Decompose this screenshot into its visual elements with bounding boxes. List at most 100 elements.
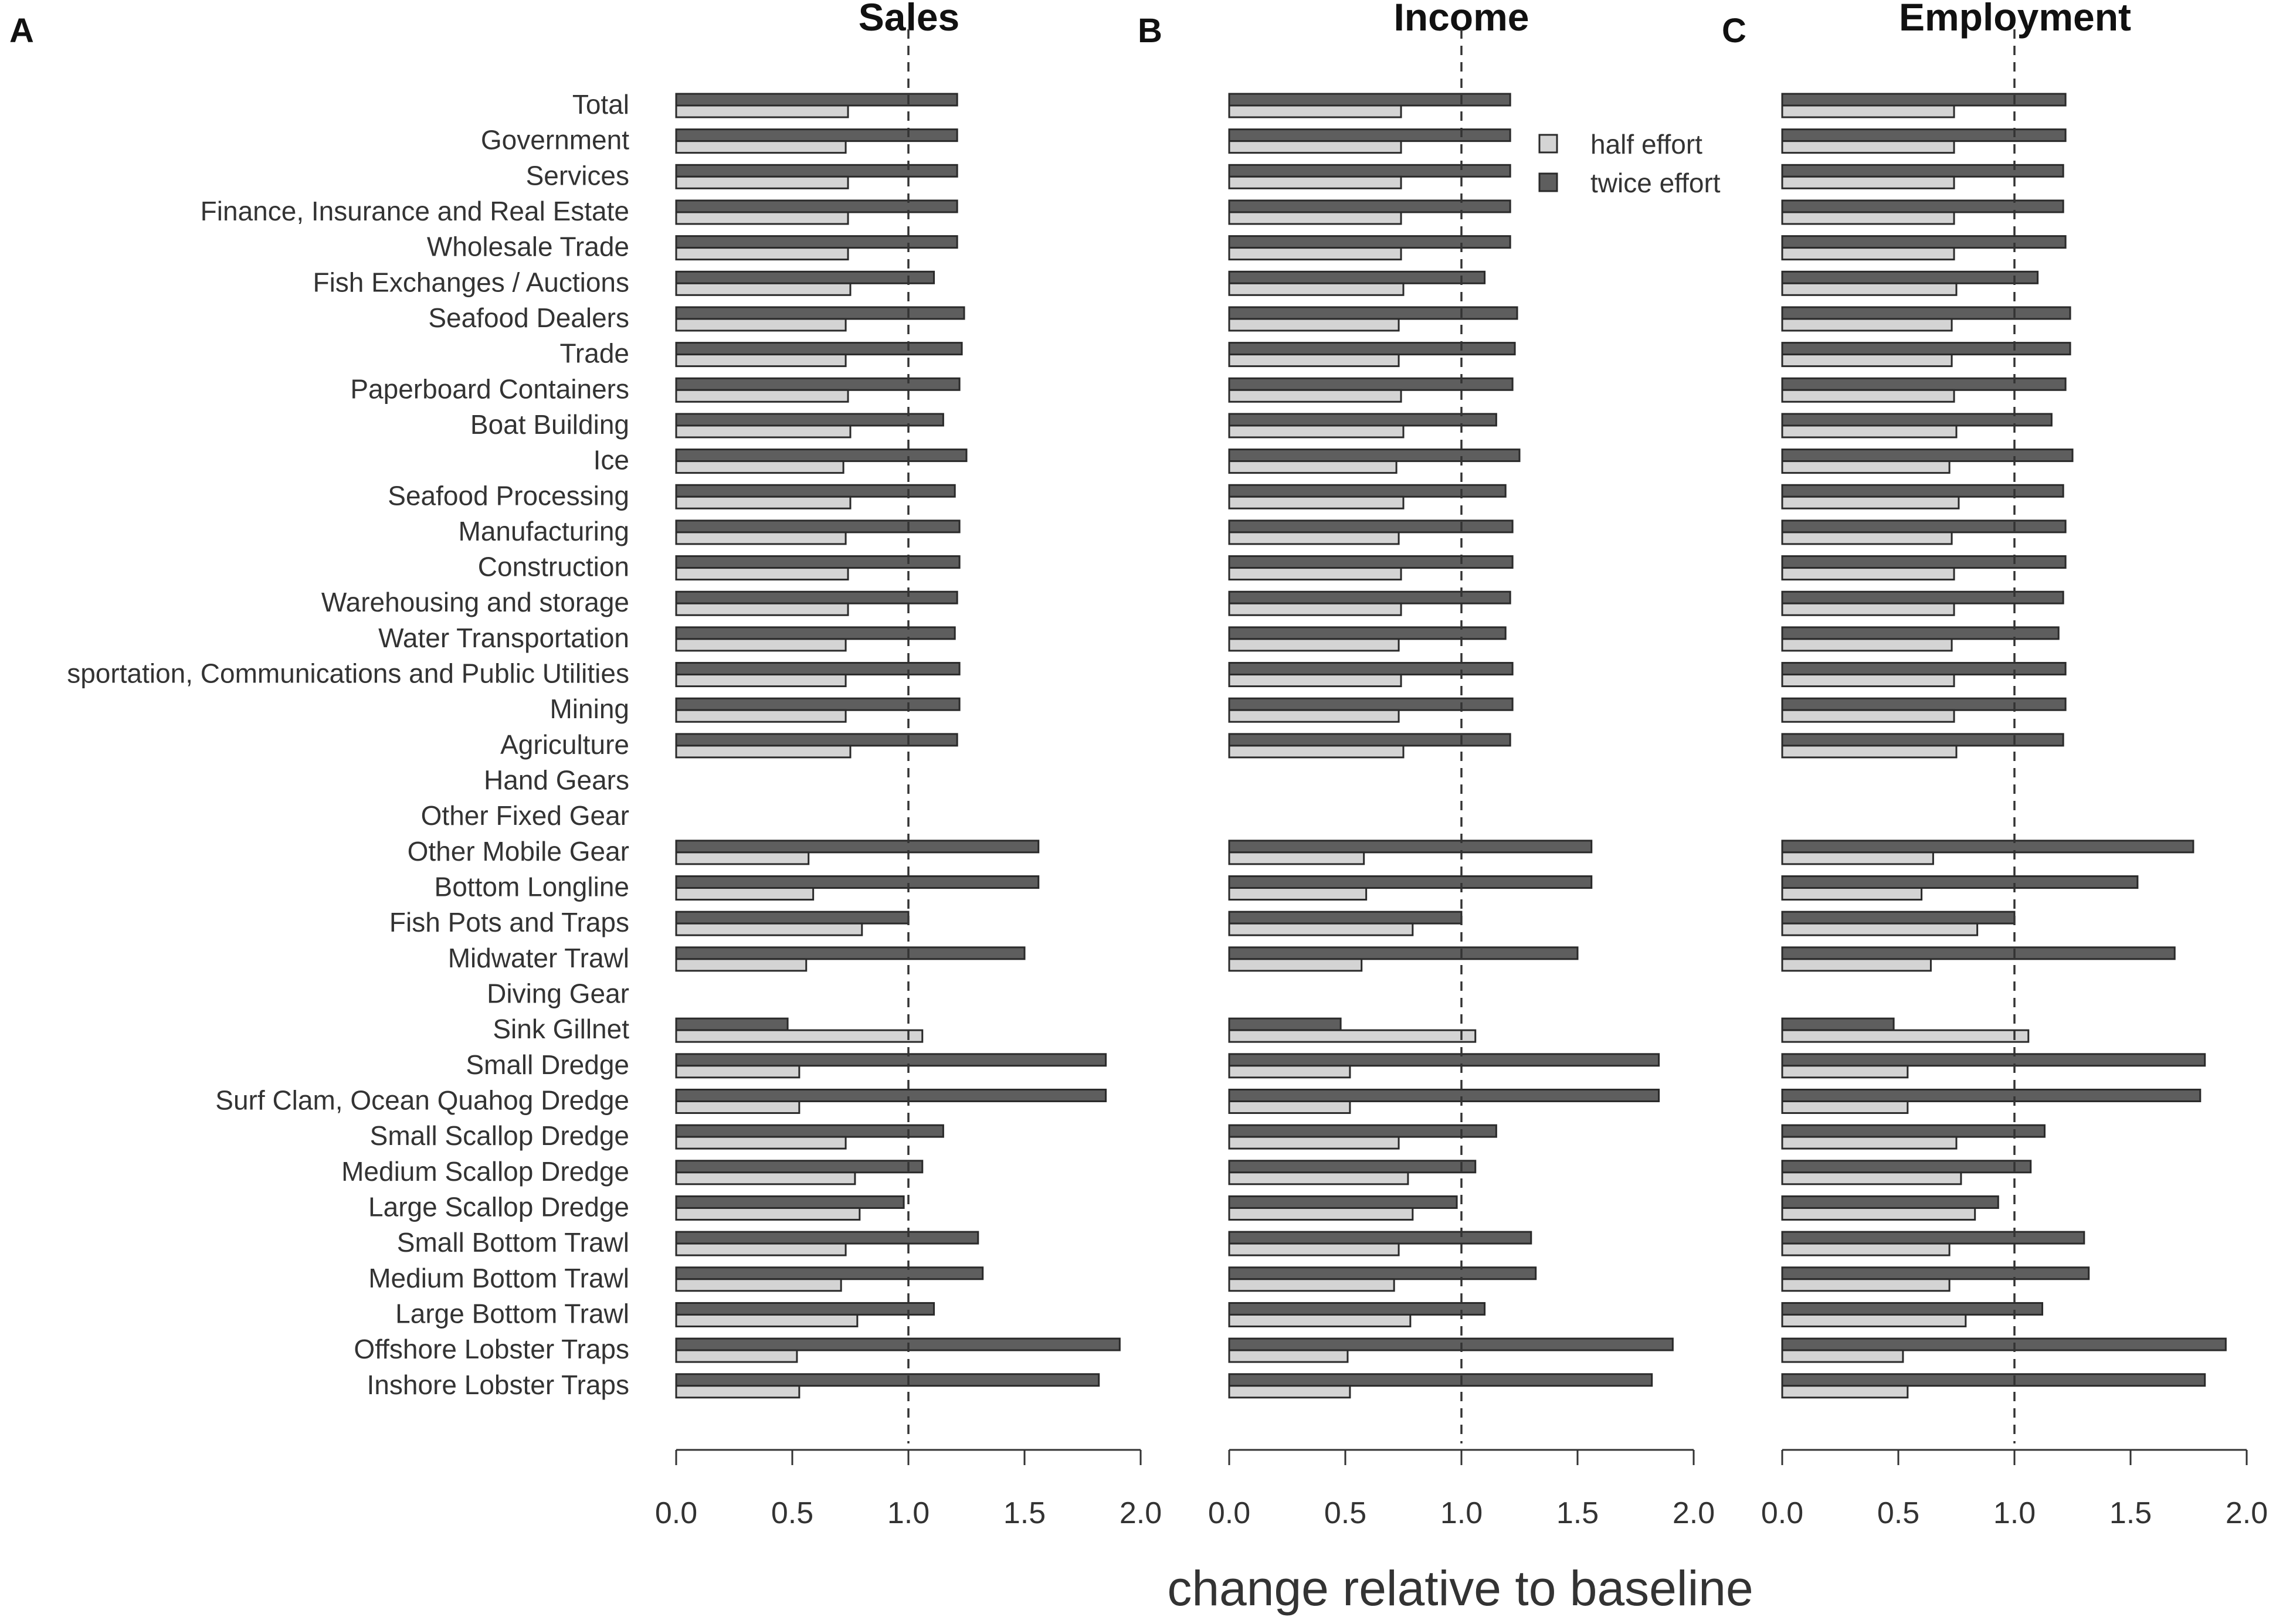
category-label-fish-pots-and-traps: Fish Pots and Traps [389, 907, 629, 937]
bar-employment-twice-effort-sink-gillnet [1781, 1017, 1895, 1031]
category-label-sportation-communications-and-public-utilities: sportation, Communications and Public Ut… [67, 658, 629, 689]
bar-sales-twice-effort-fish-pots-and-traps [675, 910, 910, 925]
category-label-small-bottom-trawl: Small Bottom Trawl [397, 1227, 629, 1258]
bar-sales-twice-effort-seafood-processing [675, 484, 956, 498]
bar-income-half-effort-surf-clam-ocean-quahog-dredge [1228, 1100, 1351, 1114]
category-label-warehousing-and-storage: Warehousing and storage [321, 587, 629, 617]
bar-income-half-effort-boat-building [1228, 424, 1405, 439]
bar-employment-twice-effort-trade [1781, 342, 2071, 356]
bar-income-half-effort-construction [1228, 567, 1402, 581]
bar-sales-half-effort-small-dredge [675, 1065, 800, 1079]
bar-employment-twice-effort-medium-bottom-trawl [1781, 1266, 2090, 1280]
bar-employment-twice-effort-bottom-longline [1781, 875, 2139, 889]
bar-sales-twice-effort-trade [675, 342, 963, 356]
bar-sales-twice-effort-small-bottom-trawl [675, 1231, 979, 1245]
category-label-manufacturing: Manufacturing [459, 516, 630, 546]
category-label-small-scallop-dredge: Small Scallop Dredge [370, 1120, 629, 1151]
bar-income-half-effort-fish-exchanges-auctions [1228, 282, 1405, 296]
bar-employment-half-effort-small-dredge [1781, 1065, 1909, 1079]
bar-income-half-effort-small-dredge [1228, 1065, 1351, 1079]
bar-sales-twice-effort-wholesale-trade [675, 235, 958, 249]
bar-sales-half-effort-government [675, 140, 847, 154]
category-label-medium-bottom-trawl: Medium Bottom Trawl [368, 1263, 629, 1293]
bar-employment-half-effort-small-scallop-dredge [1781, 1136, 1958, 1150]
bar-employment-half-effort-sink-gillnet [1781, 1029, 2030, 1043]
category-label-small-dredge: Small Dredge [466, 1049, 629, 1080]
bar-sales-half-effort-construction [675, 567, 849, 581]
bar-income-twice-effort-small-scallop-dredge [1228, 1124, 1497, 1138]
bar-income-twice-effort-wholesale-trade [1228, 235, 1511, 249]
category-labels: Total Government Services Finance, Insuranc… [67, 89, 629, 1400]
bar-employment-twice-effort-government [1781, 128, 2067, 142]
panel-letter-a: A [9, 12, 34, 50]
bar-income-half-effort-large-bottom-trawl [1228, 1313, 1412, 1327]
bar-income-half-effort-medium-scallop-dredge [1228, 1171, 1409, 1185]
bar-sales-half-effort-sportation-communications-and-public-utilities [675, 674, 847, 688]
bar-income-twice-effort-government [1228, 128, 1511, 142]
bar-sales-twice-effort-mining [675, 697, 961, 711]
bar-income-twice-effort-finance-insurance-and-real-estate [1228, 199, 1511, 213]
bar-employment-half-effort-fish-exchanges-auctions [1781, 282, 1958, 296]
bar-employment-half-effort-manufacturing [1781, 531, 1953, 545]
bar-sales-twice-effort-inshore-lobster-traps [675, 1373, 1100, 1387]
bar-employment-twice-effort-fish-exchanges-auctions [1781, 270, 2039, 284]
bar-employment-half-effort-paperboard-containers [1781, 389, 1955, 403]
bar-sales-half-effort-seafood-processing [675, 495, 852, 509]
x-tick-label-employment-3: 1.5 [2109, 1496, 2152, 1530]
bar-sales-half-effort-agriculture [675, 745, 852, 759]
bar-employment-twice-effort-midwater-trawl [1781, 946, 2176, 960]
bar-sales-half-effort-surf-clam-ocean-quahog-dredge [675, 1100, 800, 1114]
bar-sales-twice-effort-ice [675, 449, 968, 463]
bar-income-twice-effort-construction [1228, 555, 1514, 569]
bar-employment-half-effort-surf-clam-ocean-quahog-dredge [1781, 1100, 1909, 1114]
bar-employment-twice-effort-seafood-dealers [1781, 306, 2071, 320]
bar-income-twice-effort-large-bottom-trawl [1228, 1302, 1486, 1316]
bar-sales-half-effort-offshore-lobster-traps [675, 1349, 798, 1363]
category-label-midwater-trawl: Midwater Trawl [448, 943, 629, 973]
category-label-total: Total [572, 89, 629, 120]
bar-income-twice-effort-services [1228, 164, 1511, 178]
category-label-wholesale-trade: Wholesale Trade [427, 232, 629, 262]
bar-employment-half-effort-ice [1781, 460, 1951, 474]
bar-sales-twice-effort-large-bottom-trawl [675, 1302, 935, 1316]
bar-income-twice-effort-offshore-lobster-traps [1228, 1337, 1674, 1351]
bar-income-twice-effort-paperboard-containers [1228, 377, 1514, 391]
x-tick-label-income-3: 1.5 [1556, 1496, 1599, 1530]
bar-income-half-effort-government [1228, 140, 1402, 154]
bar-employment-twice-effort-fish-pots-and-traps [1781, 910, 2016, 925]
x-tick-label-employment-1: 0.5 [1877, 1496, 1919, 1530]
bar-employment-half-effort-inshore-lobster-traps [1781, 1385, 1909, 1399]
category-label-paperboard-containers: Paperboard Containers [350, 373, 629, 404]
bar-income-half-effort-seafood-processing [1228, 495, 1405, 509]
bar-income-twice-effort-sportation-communications-and-public-utilities [1228, 662, 1514, 676]
bar-income-twice-effort-mining [1228, 697, 1514, 711]
bar-sales-half-effort-large-bottom-trawl [675, 1313, 859, 1327]
bar-income-twice-effort-inshore-lobster-traps [1228, 1373, 1653, 1387]
bar-income-half-effort-small-bottom-trawl [1228, 1242, 1400, 1256]
bar-sales-twice-effort-bottom-longline [675, 875, 1040, 889]
category-label-agriculture: Agriculture [500, 729, 629, 760]
x-tick-label-sales-0: 0.0 [655, 1496, 697, 1530]
bar-income-half-effort-wholesale-trade [1228, 247, 1402, 261]
x-tick-label-sales-2: 1.0 [887, 1496, 930, 1530]
bar-sales-twice-effort-total [675, 93, 958, 107]
bar-employment-half-effort-water-transportation [1781, 638, 1953, 652]
bar-income-half-effort-mining [1228, 709, 1400, 723]
bar-sales-half-effort-total [675, 104, 849, 118]
bar-employment-half-effort-offshore-lobster-traps [1781, 1349, 1904, 1363]
bar-income-half-effort-total [1228, 104, 1402, 118]
bar-income-half-effort-paperboard-containers [1228, 389, 1402, 403]
bar-sales-twice-effort-construction [675, 555, 961, 569]
bar-employment-twice-effort-wholesale-trade [1781, 235, 2067, 249]
bar-employment-half-effort-medium-scallop-dredge [1781, 1171, 1962, 1185]
bar-sales-half-effort-manufacturing [675, 531, 847, 545]
bar-employment-half-effort-seafood-processing [1781, 495, 1960, 509]
bar-employment-twice-effort-finance-insurance-and-real-estate [1781, 199, 2064, 213]
bar-income-twice-effort-small-bottom-trawl [1228, 1231, 1532, 1245]
bar-sales-twice-effort-other-mobile-gear [675, 840, 1040, 854]
legend-swatch-twice-effort [1538, 172, 1558, 192]
bar-employment-twice-effort-seafood-processing [1781, 484, 2064, 498]
bar-income-half-effort-fish-pots-and-traps [1228, 922, 1414, 936]
bar-sales-half-effort-services [675, 175, 849, 189]
legend-swatch-half-effort [1538, 134, 1558, 154]
